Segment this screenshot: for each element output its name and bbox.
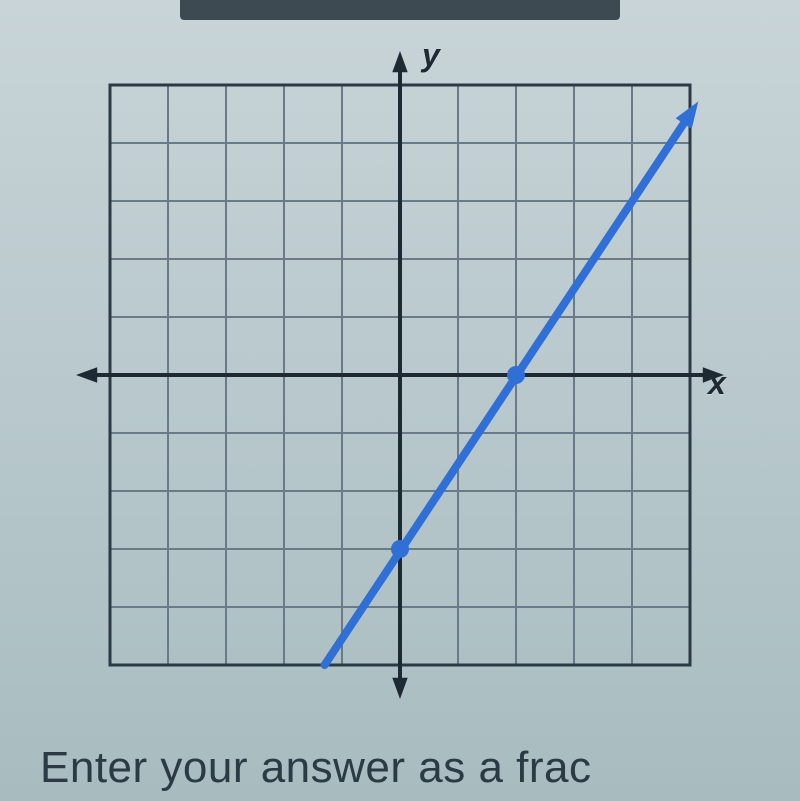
graph-svg xyxy=(70,45,730,705)
y-axis-label: y xyxy=(422,37,440,74)
top-cropped-fragment xyxy=(180,0,620,20)
x-axis-label: x xyxy=(708,365,726,402)
coordinate-chart: y x xyxy=(70,45,730,705)
instruction-fragment: Enter your answer as a frac xyxy=(40,743,592,793)
